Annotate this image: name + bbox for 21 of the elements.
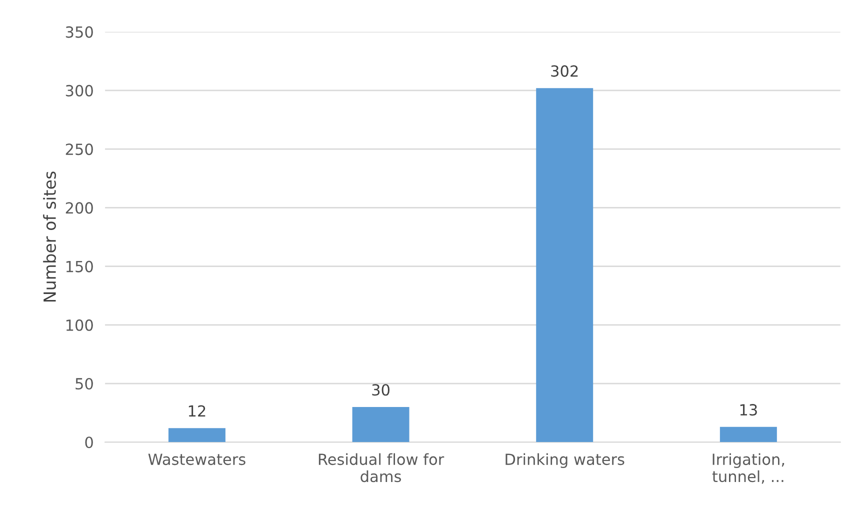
x-tick-label: Drinking waters bbox=[506, 453, 624, 468]
y-tick-label: 150 bbox=[66, 260, 93, 272]
y-tick-label: 50 bbox=[76, 378, 93, 390]
bar bbox=[720, 426, 777, 442]
x-tick-label: Wastewaters bbox=[148, 454, 246, 466]
bar bbox=[168, 428, 226, 442]
x-tick-label: Residual flow for dams bbox=[318, 453, 444, 482]
y-axis-title: Number of sites bbox=[43, 172, 56, 302]
data-label: 12 bbox=[188, 405, 206, 417]
y-tick-label: 200 bbox=[66, 202, 93, 214]
data-label: 302 bbox=[551, 65, 578, 77]
data-label: 30 bbox=[372, 384, 390, 396]
bar bbox=[352, 406, 410, 442]
y-tick-label: 350 bbox=[66, 26, 93, 38]
y-tick-label: 100 bbox=[66, 319, 93, 331]
y-tick-label: 300 bbox=[66, 84, 93, 96]
data-label: 13 bbox=[740, 404, 757, 416]
bar bbox=[536, 88, 594, 442]
y-tick-label: 250 bbox=[66, 144, 93, 156]
x-tick-label: Irrigation, tunnel, ... bbox=[712, 453, 784, 484]
y-tick-label: 0 bbox=[85, 436, 93, 448]
